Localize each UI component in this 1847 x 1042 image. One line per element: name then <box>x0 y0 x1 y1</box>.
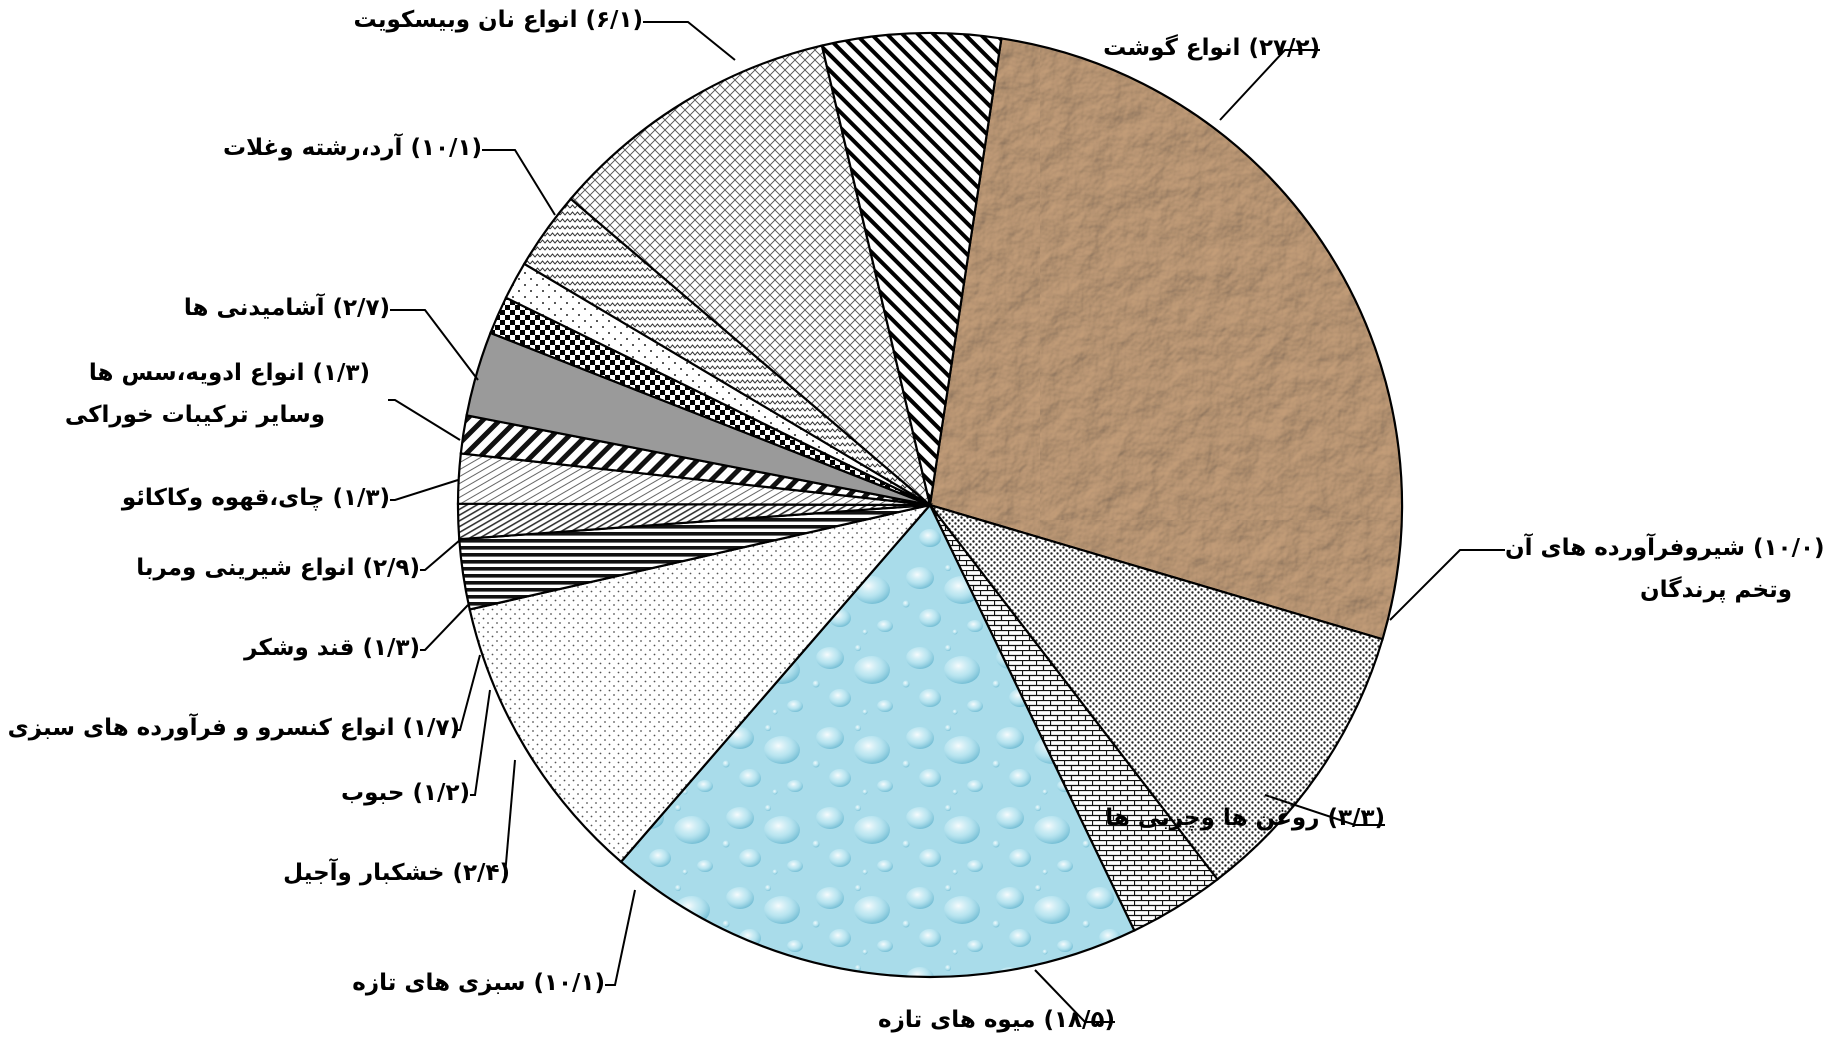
leader-line-6 <box>504 759 516 876</box>
slice-label-6: (۲/۴) خشکبار وآجیل <box>283 857 510 886</box>
slice-label-7: (۱/۲) حبوب <box>341 780 470 806</box>
leader-line-8 <box>455 654 481 731</box>
leader-line-3 <box>1264 794 1385 826</box>
pie-slice-2 <box>927 502 1384 881</box>
leader-line-2 <box>1389 549 1505 621</box>
slice-label-14: (۱۰/۱) آرد،رشته وغلات <box>223 132 482 161</box>
leader-line-11 <box>390 479 459 501</box>
slice-label-12: (۱/۳) انواع ادویه،سس ها وسایر ترکیبات خور… <box>65 360 370 428</box>
slice-label-9: (۱/۳) قند وشکر <box>243 635 420 661</box>
slice-label-13: (۲/۷) آشامیدنی ها <box>184 292 390 321</box>
slice-label-10: (۲/۹) انواع شیرینی ومربا <box>136 555 420 581</box>
leader-line-14 <box>482 149 556 216</box>
slice-label-15: (۶/۱) انواع نان وبیسکویت <box>354 7 643 33</box>
pie-slice-15 <box>820 31 1003 506</box>
leader-line-12 <box>388 399 461 441</box>
slice-label-5: (۱۰/۱) سبزی های تازه <box>352 970 605 996</box>
slice-label-4: (۱۸/۵) میوه های تازه <box>878 1007 1115 1033</box>
pie-slice-4 <box>619 503 1136 979</box>
leader-line-1 <box>1219 49 1320 121</box>
pie-slice-5 <box>468 503 934 864</box>
slice-label-1: (۲۷/۲) انواع گوشت <box>1103 34 1320 61</box>
leader-line-4 <box>1034 969 1115 1023</box>
leader-line-10 <box>420 539 461 571</box>
leader-lines <box>388 21 1505 1023</box>
slice-label-8: (۱/۷) انواع کنسرو و فرآورده های سبزی <box>8 712 460 741</box>
slice-label-2: (۱۰/۰) شیروفرآورده های آن وتخم پرندگان <box>1505 532 1825 603</box>
slice-labels: (۲۷/۲) انواع گوشت (۱۰/۰) شیروفرآورده های … <box>8 7 1825 1033</box>
leader-line-15 <box>643 21 736 61</box>
pie-slices <box>456 31 1404 979</box>
slice-label-3: (۳/۳) روغن ها وچربی ها <box>1105 805 1385 831</box>
pie-slice-1 <box>928 37 1404 641</box>
leader-line-5 <box>605 889 636 986</box>
leader-line-7 <box>470 689 491 796</box>
pie-slice-14 <box>569 44 932 509</box>
leader-line-9 <box>420 604 469 651</box>
leader-line-13 <box>390 309 479 381</box>
slice-label-11: (۱/۳) چای،قهوه وکاکائو <box>121 485 390 511</box>
